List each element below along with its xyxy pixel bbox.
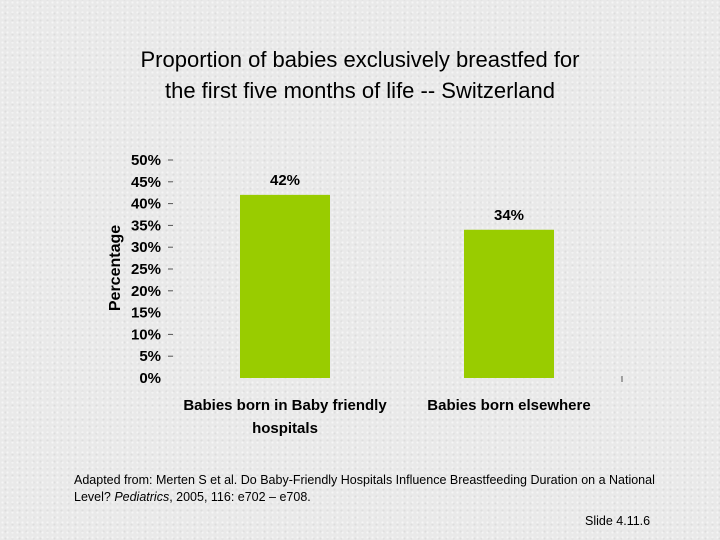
title-line-2: the first five months of life -- Switzer… bbox=[164, 78, 556, 103]
slide-title: Proportion of babies exclusively breastf… bbox=[40, 44, 680, 106]
y-tick-label: 15% bbox=[131, 305, 161, 322]
y-tick-label: 10% bbox=[131, 326, 161, 343]
y-tick-label: 25% bbox=[131, 261, 161, 278]
x-category-label: hospitals bbox=[252, 420, 318, 437]
y-tick-label: 35% bbox=[131, 217, 161, 234]
y-tick-label: 40% bbox=[131, 196, 161, 213]
y-tick-label: 5% bbox=[139, 348, 161, 365]
y-tick-label: 50% bbox=[131, 152, 161, 169]
y-tick-label: 45% bbox=[131, 174, 161, 191]
y-tick-label: 20% bbox=[131, 283, 161, 300]
bar bbox=[464, 229, 554, 378]
data-label: 34% bbox=[494, 207, 524, 224]
citation-journal: Pediatrics bbox=[114, 490, 170, 504]
data-label: 42% bbox=[270, 172, 300, 189]
y-axis-label: Percentage bbox=[107, 225, 124, 311]
x-category-label: Babies born in Baby friendly bbox=[183, 397, 387, 414]
y-tick-label: 30% bbox=[131, 239, 161, 256]
citation: Adapted from: Merten S et al. Do Baby-Fr… bbox=[74, 472, 694, 506]
y-tick-label: 0% bbox=[139, 370, 161, 387]
slide-number: Slide 4.11.6 bbox=[585, 514, 651, 528]
bar bbox=[240, 194, 330, 378]
citation-text: Adapted from: Merten S et al. Do Baby-Fr… bbox=[74, 473, 655, 504]
x-category-label: Babies born elsewhere bbox=[427, 397, 590, 414]
title-line-1: Proportion of babies exclusively breastf… bbox=[140, 47, 580, 72]
citation-details: , 2005, 116: e702 – e708. bbox=[169, 490, 311, 504]
